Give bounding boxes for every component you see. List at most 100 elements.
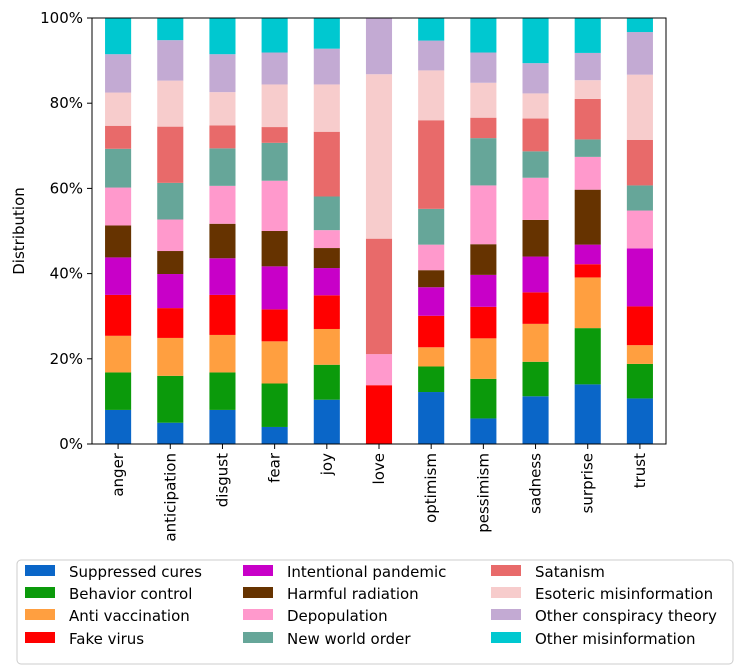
bar-anticipation-series-8 [157, 126, 184, 183]
bar-fear-series-5 [261, 231, 288, 267]
bar-disgust-series-10 [209, 54, 236, 93]
y-axis-label: Distribution [10, 187, 28, 275]
bar-trust-series-11 [626, 18, 653, 33]
x-tick-label-surprise: surprise [579, 453, 597, 513]
bar-trust-series-10 [626, 32, 653, 75]
x-tick-label-sadness: sadness [527, 453, 545, 514]
bar-anger-series-9 [105, 92, 132, 126]
bar-pessimism-series-3 [470, 306, 497, 339]
legend-swatch [243, 632, 273, 643]
bar-sadness-series-6 [522, 177, 549, 220]
legend-label: Fake virus [69, 630, 144, 648]
bar-fear-series-2 [261, 341, 288, 384]
bar-trust-series-0 [626, 398, 653, 444]
bar-surprise-series-1 [574, 328, 601, 385]
legend-label: Anti vaccination [69, 607, 190, 625]
bar-pessimism-series-10 [470, 52, 497, 83]
bar-anger-series-7 [105, 148, 132, 188]
y-tick-label: 0% [59, 435, 83, 453]
bar-optimism-series-4 [418, 287, 445, 316]
bar-fear-series-8 [261, 127, 288, 143]
bar-sadness-series-2 [522, 323, 549, 362]
legend-label: Other misinformation [535, 630, 696, 648]
bar-anger-series-5 [105, 225, 132, 258]
bar-joy-series-6 [313, 230, 340, 249]
bar-anger-series-1 [105, 372, 132, 410]
bar-sadness-series-4 [522, 256, 549, 293]
legend-label: Harmful radiation [287, 585, 419, 603]
bar-joy-series-1 [313, 364, 340, 400]
bar-pessimism-series-11 [470, 18, 497, 53]
bar-joy-series-0 [313, 399, 340, 444]
bar-anticipation-series-11 [157, 18, 184, 41]
bar-optimism-series-7 [418, 208, 445, 245]
bar-optimism-series-11 [418, 18, 445, 41]
bar-disgust-series-4 [209, 258, 236, 295]
bar-fear-series-9 [261, 84, 288, 128]
bar-joy-series-2 [313, 328, 340, 365]
bar-optimism-series-3 [418, 315, 445, 348]
x-tick-label-joy: joy [318, 453, 336, 476]
legend-label: Other conspiracy theory [535, 607, 717, 625]
legend-label: Suppressed cures [69, 563, 202, 581]
bar-anticipation-series-2 [157, 337, 184, 376]
bar-surprise-series-9 [574, 80, 601, 99]
bar-love-series-10 [365, 18, 393, 75]
bar-anger-series-3 [105, 294, 132, 336]
bar-sadness-series-0 [522, 396, 549, 444]
bar-joy-series-4 [313, 268, 340, 296]
bar-surprise-series-10 [574, 52, 601, 81]
x-tick-label-pessimism: pessimism [474, 453, 492, 533]
y-tick-label: 60% [50, 179, 83, 197]
legend-label: Depopulation [287, 607, 388, 625]
bar-anger-series-2 [105, 335, 132, 373]
x-tick-label-optimism: optimism [422, 453, 440, 523]
bar-disgust-series-11 [209, 18, 236, 55]
bar-pessimism-series-7 [470, 138, 497, 186]
y-tick-label: 80% [50, 94, 83, 112]
bar-disgust-series-8 [209, 125, 236, 149]
bar-love-series-8 [365, 238, 393, 355]
bar-anticipation-series-6 [157, 219, 184, 252]
bar-disgust-series-9 [209, 92, 236, 126]
y-tick-label: 100% [40, 9, 83, 27]
legend-swatch [243, 609, 273, 620]
legend-swatch [243, 587, 273, 598]
bar-trust-series-3 [626, 306, 653, 346]
bar-love-series-9 [365, 74, 393, 239]
bars-layer [105, 18, 653, 444]
legend-label: Satanism [535, 563, 605, 581]
y-tick-label: 20% [50, 350, 83, 368]
bar-pessimism-series-8 [470, 117, 497, 139]
bar-surprise-series-3 [574, 264, 601, 278]
bar-fear-series-1 [261, 383, 288, 427]
legend-swatch [491, 587, 521, 598]
bar-joy-series-11 [313, 18, 340, 49]
bar-disgust-series-0 [209, 409, 236, 444]
bar-surprise-series-8 [574, 98, 601, 140]
x-tick-label-anger: anger [109, 452, 127, 496]
bar-pessimism-series-5 [470, 244, 497, 275]
bar-trust-series-7 [626, 185, 653, 211]
bar-trust-series-1 [626, 363, 653, 399]
legend-swatch [25, 632, 55, 643]
bar-joy-series-5 [313, 248, 340, 269]
bar-optimism-series-8 [418, 120, 445, 209]
bar-optimism-series-5 [418, 270, 445, 288]
x-tick-label-anticipation: anticipation [161, 453, 179, 542]
bar-surprise-series-0 [574, 384, 601, 444]
bar-surprise-series-4 [574, 244, 601, 265]
legend-swatch [491, 609, 521, 620]
bar-anticipation-series-5 [157, 251, 184, 275]
bar-optimism-series-0 [418, 392, 445, 444]
bar-fear-series-4 [261, 266, 288, 310]
bar-trust-series-8 [626, 139, 653, 186]
bar-joy-series-7 [313, 196, 340, 231]
legend-label: Esoteric misinformation [535, 585, 713, 603]
bar-pessimism-series-4 [470, 274, 497, 307]
bar-surprise-series-5 [574, 189, 601, 245]
bar-optimism-series-1 [418, 366, 445, 393]
bar-anger-series-8 [105, 125, 132, 149]
bar-joy-series-8 [313, 131, 340, 197]
bar-sadness-series-9 [522, 93, 549, 119]
